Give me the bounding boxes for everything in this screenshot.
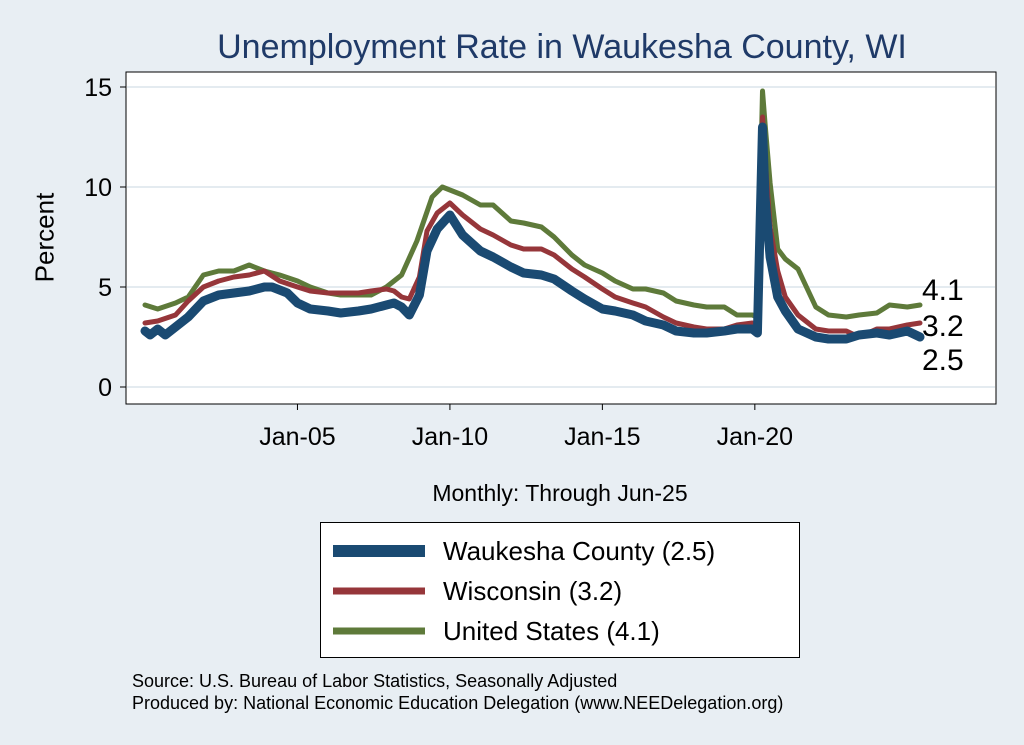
x-tick-label: Jan-20 xyxy=(717,423,793,451)
series-line-waukesha xyxy=(140,122,925,344)
x-tick-label: Jan-05 xyxy=(259,423,335,451)
series-line-united-states xyxy=(142,88,923,320)
x-tick-label: Jan-10 xyxy=(412,423,488,451)
legend-swatch xyxy=(333,587,425,595)
legend-swatch xyxy=(333,627,425,635)
end-value-label: 3.2 xyxy=(922,310,964,343)
credit-line: Produced by: National Economic Education… xyxy=(132,693,784,713)
y-tick-label: 0 xyxy=(98,374,112,402)
legend-label: Wisconsin (3.2) xyxy=(443,575,623,606)
legend-label: United States (4.1) xyxy=(443,615,660,646)
y-tick-label: 5 xyxy=(98,274,112,302)
chart-title: Unemployment Rate in Waukesha County, WI xyxy=(217,28,907,66)
x-axis-label: Monthly: Through Jun-25 xyxy=(432,480,688,506)
legend-swatch xyxy=(333,545,425,557)
legend-item-united-states: United States (4.1) xyxy=(333,611,660,651)
plot-area xyxy=(125,71,997,405)
y-tick-label: 10 xyxy=(84,174,112,202)
legend-item-waukesha: Waukesha County (2.5) xyxy=(333,531,715,571)
legend-label: Waukesha County (2.5) xyxy=(443,535,716,566)
y-tick-label: 15 xyxy=(84,74,112,102)
source-line: Source: U.S. Bureau of Labor Statistics,… xyxy=(132,671,618,691)
source-note: Source: U.S. Bureau of Labor Statistics,… xyxy=(132,670,783,714)
x-tick-label: Jan-15 xyxy=(564,423,640,451)
y-axis-label: Percent xyxy=(29,192,60,283)
end-value-label: 4.1 xyxy=(922,274,964,307)
series-line-wisconsin xyxy=(142,114,923,340)
legend-item-wisconsin: Wisconsin (3.2) xyxy=(333,571,622,611)
legend: Waukesha County (2.5) Wisconsin (3.2) Un… xyxy=(320,522,800,658)
end-value-label: 2.5 xyxy=(922,344,964,377)
